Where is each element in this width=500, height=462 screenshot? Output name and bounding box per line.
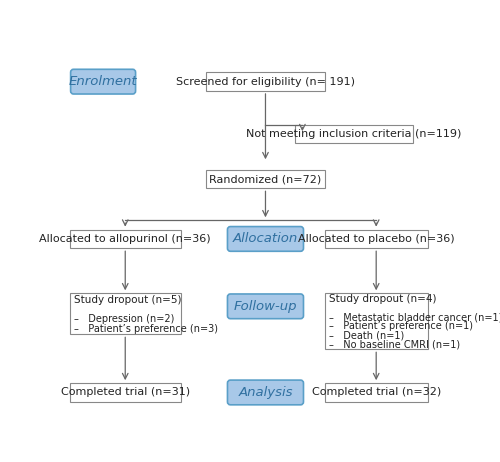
FancyBboxPatch shape [324,230,428,248]
FancyBboxPatch shape [70,383,180,402]
FancyBboxPatch shape [206,170,324,188]
Text: Allocation: Allocation [233,232,298,245]
FancyBboxPatch shape [228,294,304,319]
Text: Study dropout (n=5): Study dropout (n=5) [74,295,182,305]
Text: Randomized (n=72): Randomized (n=72) [210,174,322,184]
Text: –   Patient’s preference (n=3): – Patient’s preference (n=3) [74,324,219,334]
Text: Follow-up: Follow-up [234,300,297,313]
FancyBboxPatch shape [295,125,413,143]
FancyBboxPatch shape [228,380,304,405]
FancyBboxPatch shape [324,293,428,349]
Text: Enrolment: Enrolment [69,75,138,88]
Text: –   Patient’s preference (n=1): – Patient’s preference (n=1) [329,321,473,331]
Text: Screened for eligibility (n= 191): Screened for eligibility (n= 191) [176,77,355,87]
FancyBboxPatch shape [70,293,180,334]
Text: Analysis: Analysis [238,386,292,399]
Text: –   Death (n=1): – Death (n=1) [329,330,404,340]
Text: Completed trial (n=32): Completed trial (n=32) [312,388,441,397]
FancyBboxPatch shape [228,226,304,251]
Text: –   Metastatic bladder cancer (n=1): – Metastatic bladder cancer (n=1) [329,312,500,322]
FancyBboxPatch shape [70,69,136,94]
Text: –   Depression (n=2): – Depression (n=2) [74,314,174,324]
Text: Not meeting inclusion criteria (n=119): Not meeting inclusion criteria (n=119) [246,129,462,139]
Text: Completed trial (n=31): Completed trial (n=31) [60,388,190,397]
Text: Study dropout (n=4): Study dropout (n=4) [329,294,436,304]
FancyBboxPatch shape [70,230,180,248]
Text: –   No baseline CMRI (n=1): – No baseline CMRI (n=1) [329,339,460,349]
FancyBboxPatch shape [324,383,428,402]
Text: Allocated to placebo (n=36): Allocated to placebo (n=36) [298,234,454,244]
FancyBboxPatch shape [206,72,324,91]
Text: Allocated to allopurinol (n=36): Allocated to allopurinol (n=36) [40,234,211,244]
